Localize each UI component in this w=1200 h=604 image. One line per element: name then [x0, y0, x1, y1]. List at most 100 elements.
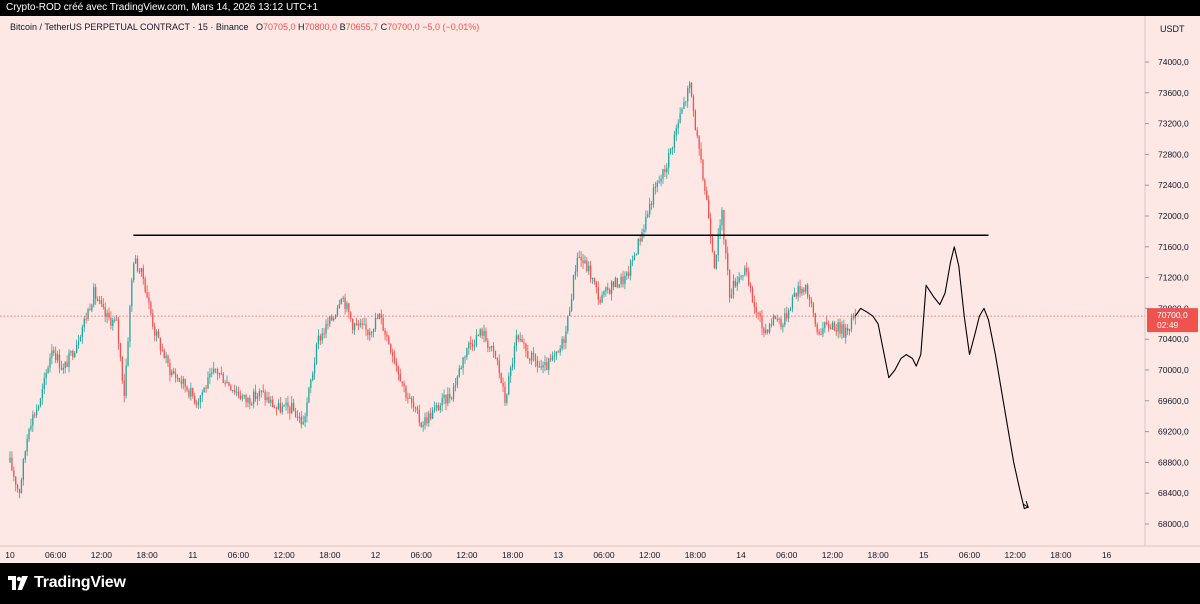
candle-body: [685, 101, 687, 103]
candle-body: [595, 282, 598, 288]
candle-body: [115, 319, 118, 321]
candle-body: [637, 238, 639, 255]
open-label: O: [255, 22, 263, 32]
candle-body: [83, 318, 85, 328]
candle-body: [702, 159, 704, 180]
candle-body: [673, 134, 676, 149]
candle-body: [133, 263, 135, 281]
candle-body: [829, 327, 832, 330]
candle-body: [551, 356, 554, 360]
candle-body: [654, 186, 657, 188]
price-chart[interactable]: USDT 68000,0 68400,0 68800,0 69200,0 69600,0 7…: [0, 16, 1200, 563]
candle-body: [174, 373, 177, 378]
candle-body: [534, 354, 537, 361]
candle-body: [700, 148, 702, 160]
candle-body: [826, 322, 828, 324]
candle-body: [656, 182, 658, 187]
candle-body: [555, 351, 558, 356]
chart-header: Crypto-ROD créé avec TradingView.com, Ma…: [0, 0, 1200, 16]
candle-body: [648, 203, 651, 215]
candle-body: [751, 287, 754, 303]
candle-body: [357, 323, 360, 326]
candle-body: [26, 439, 28, 452]
candle-body: [734, 280, 736, 287]
candle-body: [258, 391, 261, 397]
candle-body: [127, 341, 129, 366]
candle-body: [589, 265, 592, 279]
candle-body: [157, 331, 160, 339]
candle-body: [639, 238, 641, 242]
candle-body: [268, 397, 270, 403]
candle-body: [254, 391, 257, 399]
candle-body: [407, 397, 409, 399]
candle-body: [344, 297, 346, 310]
candle-body: [795, 292, 797, 297]
candle-body: [433, 407, 436, 411]
time-tick-label: 18:00: [867, 550, 889, 560]
candle-body: [827, 323, 830, 328]
candle-body: [772, 316, 775, 325]
candle-body: [123, 380, 125, 396]
candle-body: [698, 136, 700, 149]
candle-body: [112, 319, 114, 326]
candle-body: [138, 271, 141, 273]
candle-body: [382, 317, 384, 331]
symbol-title: Bitcoin / TetherUS PERPETUAL CONTRACT · …: [10, 22, 249, 32]
price-tick-label: 72400,0: [1158, 180, 1189, 190]
candle-body: [431, 410, 434, 419]
candle-body: [776, 318, 778, 320]
candle-body: [418, 410, 420, 423]
candle-body: [521, 338, 523, 343]
close-label: C: [380, 22, 388, 32]
candle-body: [154, 326, 156, 336]
candle-body: [369, 332, 371, 336]
candle-body: [47, 367, 49, 373]
candle-body: [302, 421, 304, 425]
candle-body: [155, 331, 158, 336]
candle-body: [159, 338, 162, 351]
candle-body: [610, 281, 613, 294]
candle-body: [470, 342, 472, 344]
candle-body: [801, 288, 803, 294]
candle-body: [690, 82, 693, 97]
candle-body: [527, 350, 529, 359]
time-tick-label: 06:00: [228, 550, 250, 560]
candle-body: [405, 386, 407, 398]
candle-body: [380, 313, 382, 318]
candle-body: [329, 316, 331, 325]
candle-body: [53, 350, 55, 354]
candle-body: [572, 275, 575, 299]
candle-body: [799, 286, 801, 294]
candle-body: [195, 403, 198, 405]
candle-body: [732, 280, 735, 296]
candle-body: [77, 341, 80, 345]
chart-area[interactable]: USDT 68000,0 68400,0 68800,0 69200,0 69600,0 7…: [0, 16, 1200, 563]
candle-body: [331, 316, 333, 321]
high-value: 70800,0: [304, 22, 338, 32]
candle-body: [79, 337, 82, 342]
candle-body: [711, 237, 714, 252]
candle-body: [13, 470, 15, 477]
candle-body: [119, 343, 122, 358]
candle-body: [618, 284, 620, 288]
candle-body: [797, 286, 799, 297]
time-tick-label: 18:00: [136, 550, 158, 560]
candle-body: [289, 407, 291, 414]
candle-body: [317, 335, 320, 345]
candle-body: [744, 267, 746, 275]
candle-body: [839, 322, 841, 334]
candle-body: [837, 322, 839, 332]
candle-body: [163, 350, 165, 358]
candle-body: [386, 334, 388, 337]
candle-body: [393, 356, 396, 363]
price-tick-label: 71200,0: [1158, 273, 1189, 283]
candle-body: [536, 360, 539, 367]
candle-body: [140, 268, 143, 273]
candle-body: [721, 210, 723, 226]
candle-body: [677, 122, 679, 129]
candle-body: [768, 324, 771, 333]
time-tick-label: 12:00: [91, 550, 113, 560]
time-tick-label: 14: [736, 550, 746, 560]
candle-body: [818, 331, 820, 335]
candle-body: [253, 391, 255, 404]
